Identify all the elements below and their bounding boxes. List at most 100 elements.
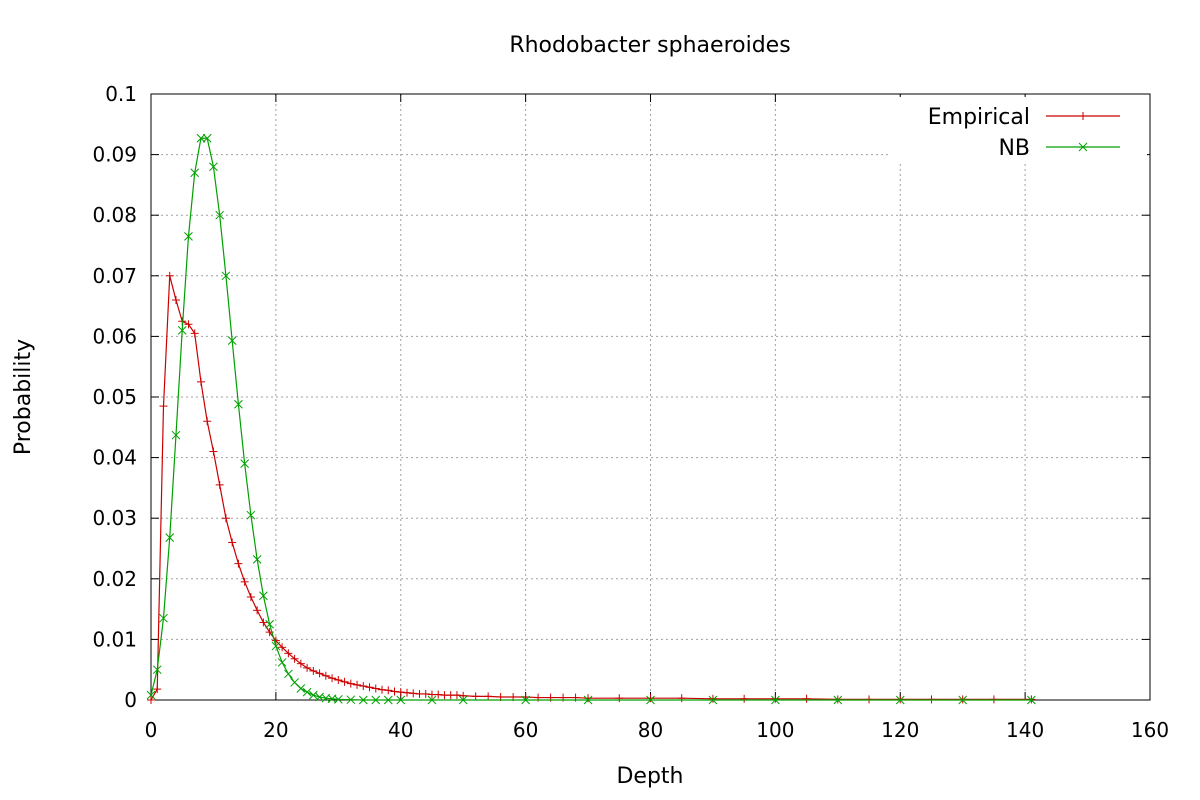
data-point xyxy=(452,691,461,700)
data-point xyxy=(203,417,212,426)
data-point xyxy=(802,694,811,703)
data-point xyxy=(771,694,780,703)
series-line xyxy=(150,137,1032,701)
y-tick-label: 0.05 xyxy=(92,385,137,409)
data-point xyxy=(196,377,205,386)
y-tick-label: 0.01 xyxy=(92,627,137,651)
data-point xyxy=(353,680,362,689)
data-point xyxy=(284,649,293,658)
x-tick-label: 140 xyxy=(1006,718,1044,742)
y-tick-label: 0.06 xyxy=(92,324,137,348)
data-point xyxy=(253,606,262,615)
data-point xyxy=(358,695,368,705)
data-point xyxy=(227,336,237,345)
data-point xyxy=(147,696,155,704)
data-point xyxy=(271,636,280,645)
legend-label: NB xyxy=(998,136,1030,161)
data-point xyxy=(171,430,181,440)
data-point xyxy=(427,695,437,705)
x-tick-label: 80 xyxy=(638,718,663,742)
data-point xyxy=(615,694,624,703)
x-tick-label: 40 xyxy=(388,718,413,742)
data-point xyxy=(1027,695,1036,705)
x-tick-label: 100 xyxy=(756,718,794,742)
series-nb xyxy=(146,133,1036,705)
data-point xyxy=(321,671,330,680)
data-point xyxy=(334,676,343,685)
data-point xyxy=(409,689,418,698)
data-point xyxy=(259,618,268,627)
data-point xyxy=(708,694,717,703)
data-point xyxy=(708,695,718,705)
data-point xyxy=(246,510,256,520)
data-point xyxy=(384,686,393,695)
chart-title: Rhodobacter sphaeroides xyxy=(509,33,790,58)
data-point xyxy=(215,480,224,489)
data-point xyxy=(434,690,443,699)
y-tick-label: 0 xyxy=(124,688,137,712)
data-point xyxy=(958,695,968,705)
data-point xyxy=(371,695,381,705)
data-point xyxy=(333,695,343,704)
data-point xyxy=(290,654,299,663)
data-point xyxy=(234,399,243,409)
data-point xyxy=(171,296,180,305)
data-point xyxy=(383,695,393,705)
legend: Empirical NB xyxy=(890,97,1147,162)
data-point xyxy=(146,690,156,700)
data-point xyxy=(296,659,305,668)
data-point xyxy=(396,695,406,705)
data-point xyxy=(209,447,218,456)
data-point xyxy=(895,695,905,705)
data-point xyxy=(989,695,998,704)
data-point xyxy=(402,688,411,697)
x-tick-label: 0 xyxy=(145,718,158,742)
y-tick-label: 0.04 xyxy=(92,446,137,470)
data-point xyxy=(259,591,268,601)
data-point xyxy=(165,533,175,542)
data-point xyxy=(303,663,312,672)
data-point xyxy=(296,684,306,693)
x-tick-label: 120 xyxy=(881,718,919,742)
grid xyxy=(151,94,1150,700)
data-point xyxy=(153,685,162,694)
data-point xyxy=(646,695,655,705)
data-point xyxy=(271,641,281,651)
data-point xyxy=(484,692,493,701)
data-point xyxy=(265,619,274,629)
data-point xyxy=(646,694,655,703)
data-point xyxy=(228,538,237,547)
data-point xyxy=(278,643,287,652)
x-tick-label: 160 xyxy=(1131,718,1169,742)
data-point xyxy=(521,695,530,705)
data-point xyxy=(177,325,187,335)
series-empirical xyxy=(147,271,1036,704)
y-tick-label: 0.03 xyxy=(92,506,137,530)
data-point xyxy=(390,687,399,696)
data-point xyxy=(346,695,356,705)
data-point xyxy=(771,695,780,705)
y-tick-label: 0.02 xyxy=(92,567,137,591)
data-point xyxy=(396,688,405,697)
data-point xyxy=(583,695,593,705)
legend-marker xyxy=(1079,112,1087,120)
data-point xyxy=(196,133,206,143)
data-point xyxy=(284,669,293,679)
data-point xyxy=(740,694,749,703)
data-point xyxy=(221,271,231,281)
data-point xyxy=(184,320,193,329)
data-point xyxy=(184,232,193,241)
y-tick-label: 0.08 xyxy=(92,203,137,227)
data-point xyxy=(459,691,468,700)
data-point xyxy=(471,692,480,701)
series-layer xyxy=(146,133,1036,705)
data-point xyxy=(927,695,936,704)
data-point xyxy=(190,329,199,338)
data-point xyxy=(328,674,337,683)
data-point xyxy=(221,514,230,523)
y-tick-label: 0.09 xyxy=(92,143,137,167)
data-point xyxy=(833,695,843,705)
data-point xyxy=(209,162,218,172)
data-point xyxy=(165,271,174,280)
